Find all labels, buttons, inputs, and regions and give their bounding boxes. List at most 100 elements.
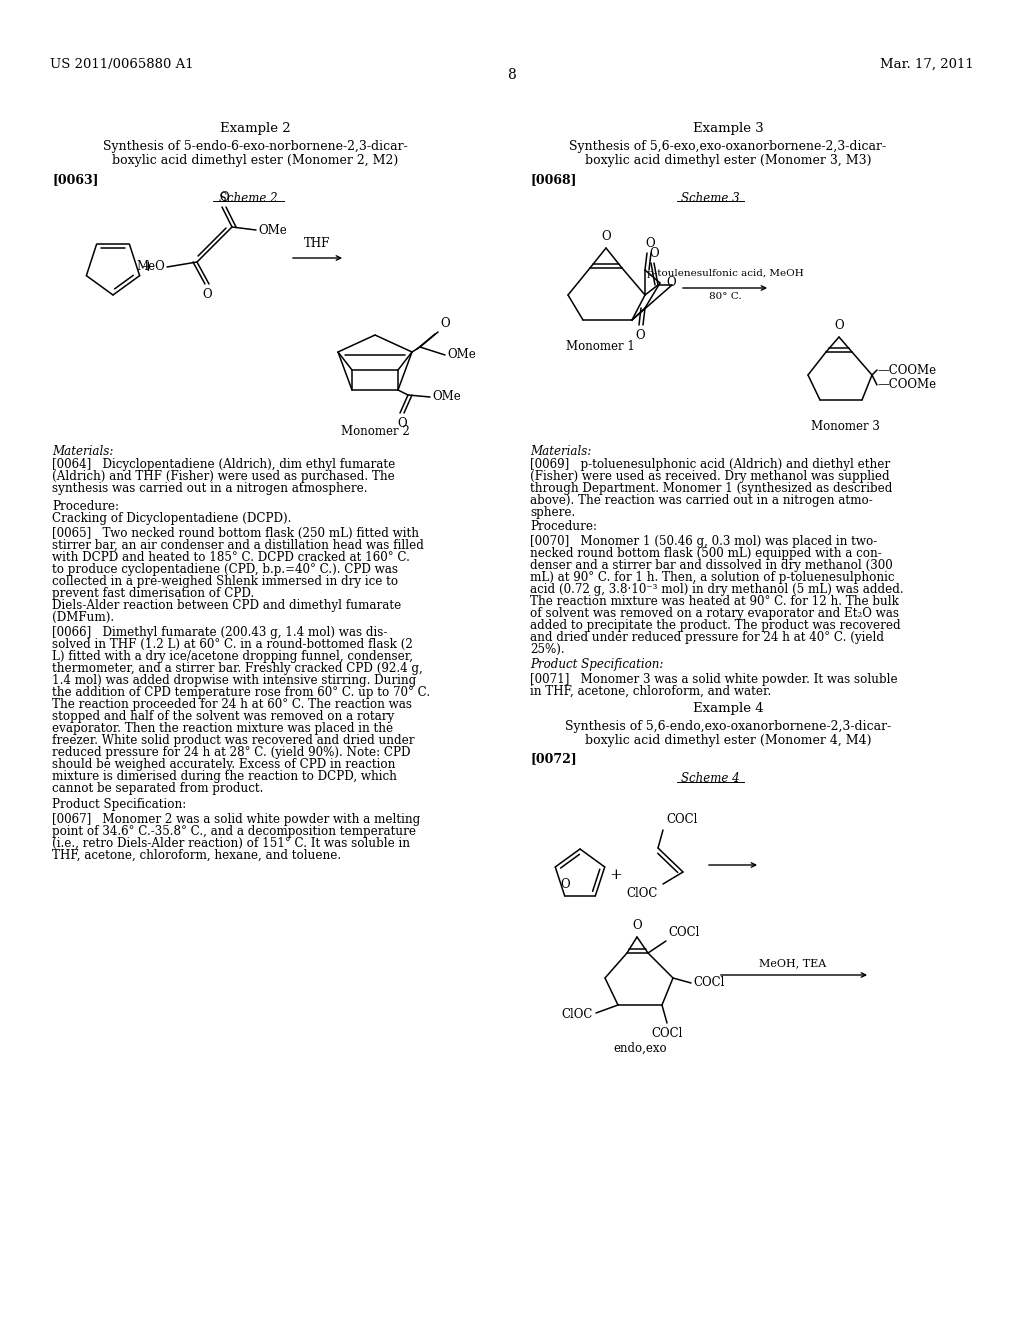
- Text: boxylic acid dimethyl ester (Monomer 3, M3): boxylic acid dimethyl ester (Monomer 3, …: [585, 154, 871, 168]
- Text: 1.4 mol) was added dropwise with intensive stirring. During: 1.4 mol) was added dropwise with intensi…: [52, 675, 416, 686]
- Text: above). The reaction was carried out in a nitrogen atmo-: above). The reaction was carried out in …: [530, 494, 872, 507]
- Text: Monomer 2: Monomer 2: [341, 425, 410, 438]
- Text: O: O: [601, 230, 610, 243]
- Text: Monomer 1: Monomer 1: [565, 341, 635, 352]
- Text: stirrer bar, an air condenser and a distillation head was filled: stirrer bar, an air condenser and a dist…: [52, 539, 424, 552]
- Text: Cracking of Dicyclopentadiene (DCPD).: Cracking of Dicyclopentadiene (DCPD).: [52, 512, 292, 525]
- Text: the addition of CPD temperature rose from 60° C. up to 70° C.: the addition of CPD temperature rose fro…: [52, 686, 430, 700]
- Text: p-toulenesulfonic acid, MeOH: p-toulenesulfonic acid, MeOH: [646, 269, 804, 279]
- Text: and dried under reduced pressure for 24 h at 40° C. (yield: and dried under reduced pressure for 24 …: [530, 631, 884, 644]
- Text: Product Specification:: Product Specification:: [530, 657, 664, 671]
- Text: Product Specification:: Product Specification:: [52, 799, 186, 810]
- Text: should be weighed accurately. Excess of CPD in reaction: should be weighed accurately. Excess of …: [52, 758, 395, 771]
- Text: (Fisher) were used as received. Dry methanol was supplied: (Fisher) were used as received. Dry meth…: [530, 470, 890, 483]
- Text: thermometer, and a stirrer bar. Freshly cracked CPD (92.4 g,: thermometer, and a stirrer bar. Freshly …: [52, 663, 423, 675]
- Text: +: +: [141, 260, 155, 275]
- Text: —COOMe: —COOMe: [877, 379, 936, 392]
- Text: O: O: [219, 191, 228, 205]
- Text: mixture is dimerised during the reaction to DCPD, which: mixture is dimerised during the reaction…: [52, 770, 397, 783]
- Text: COCl: COCl: [666, 813, 697, 826]
- Text: through Department. Monomer 1 (synthesized as described: through Department. Monomer 1 (synthesiz…: [530, 482, 892, 495]
- Text: Materials:: Materials:: [52, 445, 114, 458]
- Text: Materials:: Materials:: [530, 445, 592, 458]
- Text: O: O: [202, 288, 212, 301]
- Text: Example 4: Example 4: [692, 702, 763, 715]
- Text: reduced pressure for 24 h at 28° C. (yield 90%). Note: CPD: reduced pressure for 24 h at 28° C. (yie…: [52, 746, 411, 759]
- Text: 25%).: 25%).: [530, 643, 564, 656]
- Text: 80° C.: 80° C.: [709, 292, 741, 301]
- Text: cannot be separated from product.: cannot be separated from product.: [52, 781, 263, 795]
- Text: endo,exo: endo,exo: [613, 1041, 667, 1055]
- Text: added to precipitate the product. The product was recovered: added to precipitate the product. The pr…: [530, 619, 901, 632]
- Text: +: +: [609, 869, 623, 882]
- Text: [0071]   Monomer 3 was a solid white powder. It was soluble: [0071] Monomer 3 was a solid white powde…: [530, 673, 898, 686]
- Text: COCl: COCl: [651, 1027, 683, 1040]
- Text: Scheme 4: Scheme 4: [681, 772, 739, 785]
- Text: [0064]   Dicyclopentadiene (Aldrich), dim ethyl fumarate: [0064] Dicyclopentadiene (Aldrich), dim …: [52, 458, 395, 471]
- Text: evaporator. Then the reaction mixture was placed in the: evaporator. Then the reaction mixture wa…: [52, 722, 393, 735]
- Text: [0070]   Monomer 1 (50.46 g, 0.3 mol) was placed in two-: [0070] Monomer 1 (50.46 g, 0.3 mol) was …: [530, 535, 878, 548]
- Text: acid (0.72 g, 3.8·10⁻³ mol) in dry methanol (5 mL) was added.: acid (0.72 g, 3.8·10⁻³ mol) in dry metha…: [530, 583, 903, 597]
- Text: L) fitted with a dry ice/acetone dropping funnel, condenser,: L) fitted with a dry ice/acetone droppin…: [52, 649, 413, 663]
- Text: Scheme 2: Scheme 2: [219, 191, 278, 205]
- Text: synthesis was carried out in a nitrogen atmosphere.: synthesis was carried out in a nitrogen …: [52, 482, 368, 495]
- Text: O: O: [645, 238, 654, 249]
- Text: O: O: [635, 329, 645, 342]
- Text: point of 34.6° C.-35.8° C., and a decomposition temperature: point of 34.6° C.-35.8° C., and a decomp…: [52, 825, 416, 838]
- Text: O: O: [560, 878, 569, 891]
- Text: Example 2: Example 2: [220, 121, 291, 135]
- Text: O: O: [835, 319, 844, 333]
- Text: [0067]   Monomer 2 was a solid white powder with a melting: [0067] Monomer 2 was a solid white powde…: [52, 813, 420, 826]
- Text: denser and a stirrer bar and dissolved in dry methanol (300: denser and a stirrer bar and dissolved i…: [530, 558, 893, 572]
- Text: (i.e., retro Diels-Alder reaction) of 151° C. It was soluble in: (i.e., retro Diels-Alder reaction) of 15…: [52, 837, 410, 850]
- Text: Mar. 17, 2011: Mar. 17, 2011: [881, 58, 974, 71]
- Text: US 2011/0065880 A1: US 2011/0065880 A1: [50, 58, 194, 71]
- Text: 8: 8: [508, 69, 516, 82]
- Text: (Aldrich) and THF (Fisher) were used as purchased. The: (Aldrich) and THF (Fisher) were used as …: [52, 470, 394, 483]
- Text: [0066]   Dimethyl fumarate (200.43 g, 1.4 mol) was dis-: [0066] Dimethyl fumarate (200.43 g, 1.4 …: [52, 626, 387, 639]
- Text: The reaction proceeded for 24 h at 60° C. The reaction was: The reaction proceeded for 24 h at 60° C…: [52, 698, 412, 711]
- Text: O: O: [632, 919, 642, 932]
- Text: ClOC: ClOC: [561, 1008, 593, 1022]
- Text: Example 3: Example 3: [692, 121, 763, 135]
- Text: mL) at 90° C. for 1 h. Then, a solution of p-toluenesulphonic: mL) at 90° C. for 1 h. Then, a solution …: [530, 572, 895, 583]
- Text: to produce cyclopentadiene (CPD, b.p.=40° C.). CPD was: to produce cyclopentadiene (CPD, b.p.=40…: [52, 564, 398, 576]
- Text: boxylic acid dimethyl ester (Monomer 4, M4): boxylic acid dimethyl ester (Monomer 4, …: [585, 734, 871, 747]
- Text: necked round bottom flask (500 mL) equipped with a con-: necked round bottom flask (500 mL) equip…: [530, 546, 882, 560]
- Text: OMe: OMe: [258, 223, 287, 236]
- Text: O: O: [440, 317, 450, 330]
- Text: prevent fast dimerisation of CPD.: prevent fast dimerisation of CPD.: [52, 587, 254, 601]
- Text: Procedure:: Procedure:: [530, 520, 597, 533]
- Text: O: O: [666, 276, 676, 289]
- Text: [0065]   Two necked round bottom flask (250 mL) fitted with: [0065] Two necked round bottom flask (25…: [52, 527, 419, 540]
- Text: (DMFum).: (DMFum).: [52, 611, 114, 624]
- Text: Procedure:: Procedure:: [52, 500, 119, 513]
- Text: MeO: MeO: [136, 260, 165, 273]
- Text: with DCPD and heated to 185° C. DCPD cracked at 160° C.: with DCPD and heated to 185° C. DCPD cra…: [52, 550, 410, 564]
- Text: THF: THF: [304, 238, 331, 249]
- Text: The reaction mixture was heated at 90° C. for 12 h. The bulk: The reaction mixture was heated at 90° C…: [530, 595, 899, 609]
- Text: Diels-Alder reaction between CPD and dimethyl fumarate: Diels-Alder reaction between CPD and dim…: [52, 599, 401, 612]
- Text: stopped and half of the solvent was removed on a rotary: stopped and half of the solvent was remo…: [52, 710, 394, 723]
- Text: boxylic acid dimethyl ester (Monomer 2, M2): boxylic acid dimethyl ester (Monomer 2, …: [112, 154, 398, 168]
- Text: Monomer 3: Monomer 3: [811, 420, 880, 433]
- Text: O: O: [649, 247, 658, 260]
- Text: sphere.: sphere.: [530, 506, 575, 519]
- Text: OMe: OMe: [447, 348, 476, 362]
- Text: [0069]   p-toluenesulphonic acid (Aldrich) and diethyl ether: [0069] p-toluenesulphonic acid (Aldrich)…: [530, 458, 890, 471]
- Text: [0068]: [0068]: [530, 173, 577, 186]
- Text: freezer. White solid product was recovered and dried under: freezer. White solid product was recover…: [52, 734, 415, 747]
- Text: Synthesis of 5,6-endo,exo-oxanorbornene-2,3-dicar-: Synthesis of 5,6-endo,exo-oxanorbornene-…: [565, 719, 891, 733]
- Text: [0072]: [0072]: [530, 752, 577, 766]
- Text: Scheme 3: Scheme 3: [681, 191, 739, 205]
- Text: COCl: COCl: [668, 927, 699, 939]
- Text: [0063]: [0063]: [52, 173, 98, 186]
- Text: Synthesis of 5,6-exo,exo-oxanorbornene-2,3-dicar-: Synthesis of 5,6-exo,exo-oxanorbornene-2…: [569, 140, 887, 153]
- Text: THF, acetone, chloroform, hexane, and toluene.: THF, acetone, chloroform, hexane, and to…: [52, 849, 341, 862]
- Text: collected in a pre-weighed Shlenk immersed in dry ice to: collected in a pre-weighed Shlenk immers…: [52, 576, 398, 587]
- Text: COCl: COCl: [693, 977, 724, 990]
- Text: —COOMe: —COOMe: [877, 363, 936, 376]
- Text: solved in THF (1.2 L) at 60° C. in a round-bottomed flask (2: solved in THF (1.2 L) at 60° C. in a rou…: [52, 638, 413, 651]
- Text: ClOC: ClOC: [627, 887, 658, 900]
- Text: MeOH, TEA: MeOH, TEA: [760, 958, 826, 968]
